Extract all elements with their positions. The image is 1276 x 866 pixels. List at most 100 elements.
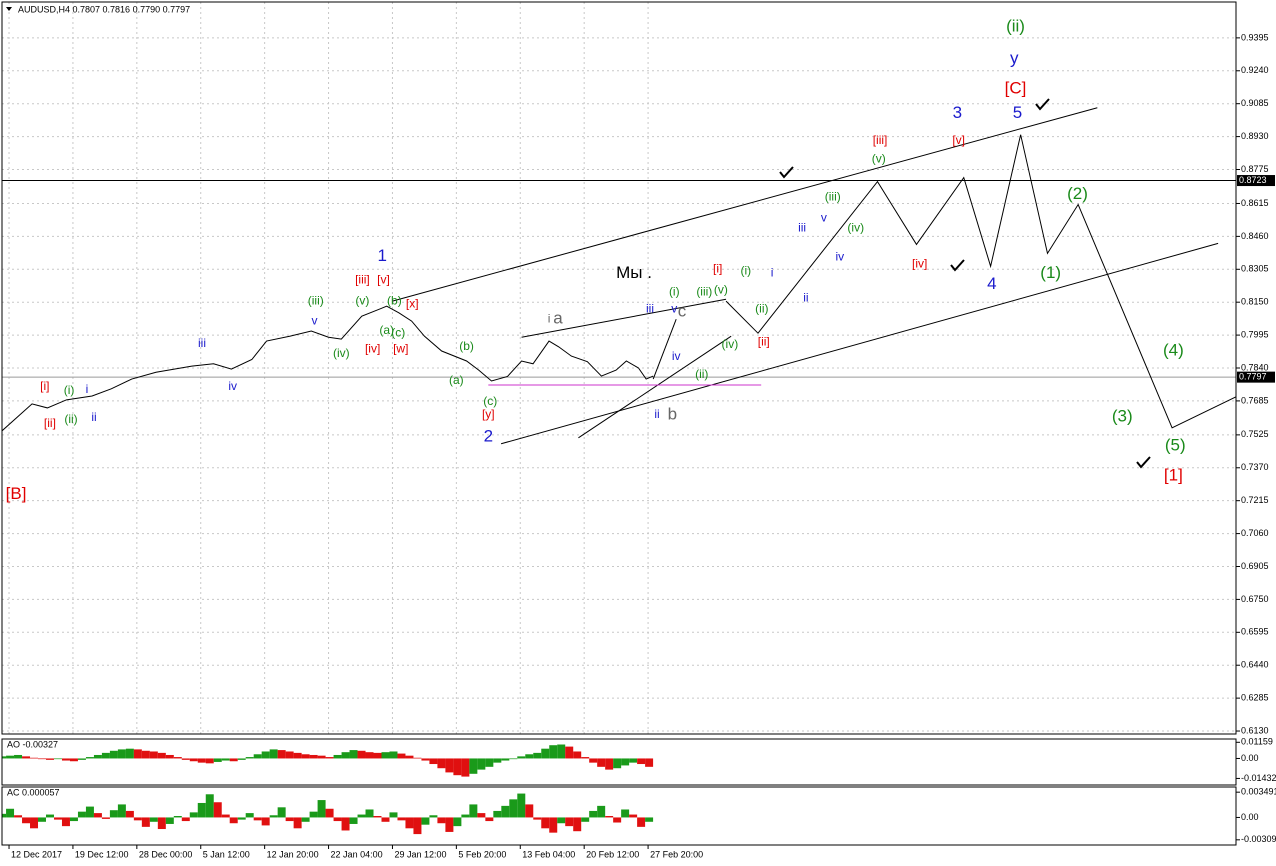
histogram-bar [549, 745, 558, 759]
x-tick-label: 5 Feb 20:00 [458, 849, 506, 859]
histogram-bar [205, 794, 214, 818]
wave-label: [v] [377, 272, 390, 286]
histogram-bar [309, 811, 318, 818]
histogram-bar [38, 817, 46, 822]
histogram-bar [517, 756, 526, 759]
line-series [652, 318, 677, 380]
histogram-bar [397, 753, 406, 759]
histogram-bar [2, 756, 7, 759]
histogram-bar [421, 817, 430, 825]
histogram-bar [517, 793, 526, 818]
histogram-bar [613, 758, 622, 769]
wave-label: (iii) [825, 190, 841, 204]
histogram-bar [101, 817, 110, 819]
histogram-bar [445, 758, 454, 773]
histogram-bar [525, 754, 534, 759]
wave-label: 1 [377, 246, 386, 265]
histogram-bar [237, 817, 246, 820]
wave-label: (c) [483, 394, 497, 408]
wave-label: (4) [1163, 341, 1184, 360]
y-tick-label: 0.7215 [1241, 495, 1269, 505]
wave-label: (iv) [847, 220, 864, 234]
histogram-bar [14, 815, 23, 818]
x-tick-label: 19 Dec 12:00 [75, 849, 129, 859]
histogram-bar [125, 810, 134, 818]
histogram-bar [437, 817, 446, 824]
y-tick-label: 0.8150 [1241, 297, 1269, 307]
wave-label: 4 [987, 274, 996, 293]
histogram-bar [30, 817, 39, 829]
histogram-bar [53, 758, 62, 760]
ac-frame [1, 786, 1237, 846]
wave-label: (a) [449, 373, 464, 387]
histogram-bar [117, 749, 126, 759]
histogram-bar [533, 817, 542, 820]
histogram-bar [629, 758, 638, 763]
wave-label: (i) [669, 284, 680, 298]
x-tick-label: 20 Feb 12:00 [586, 849, 639, 859]
wave-label: (ii) [1006, 16, 1025, 35]
histogram-bar [541, 817, 550, 829]
y-tick-label: 0.6285 [1241, 692, 1269, 702]
histogram-bar [165, 754, 174, 759]
histogram-bar [357, 814, 366, 818]
panel-title: AC 0.000057 [7, 787, 60, 797]
checkmark [779, 166, 794, 179]
wave-label: (v) [355, 293, 369, 307]
wave-label: (b) [387, 293, 402, 307]
histogram-bar [245, 757, 254, 759]
x-tick-label: 29 Jan 12:00 [394, 849, 446, 859]
histogram-bar [621, 758, 630, 766]
histogram-bar [141, 750, 150, 759]
chart-title: AUDUSD,H4 0.7807 0.7816 0.7790 0.7797 [18, 4, 190, 14]
wave-label: [iii] [873, 133, 888, 147]
histogram-bar [349, 750, 358, 759]
histogram-bar [413, 817, 422, 835]
line-series [578, 335, 732, 439]
histogram-bar [317, 755, 326, 759]
histogram-bar [229, 817, 238, 824]
y-tick-label: 0.9085 [1241, 98, 1269, 108]
histogram-bar [261, 817, 270, 826]
y-tick-label: -0.01432 [1241, 773, 1276, 783]
y-tick-label: 0.8930 [1241, 131, 1269, 141]
histogram-bar [61, 817, 70, 827]
histogram-bar [317, 800, 326, 818]
wave-label: [i] [40, 379, 49, 393]
histogram-bar [149, 817, 158, 822]
histogram-bar [277, 750, 286, 759]
histogram-bar [501, 805, 510, 818]
histogram-bar [22, 756, 31, 759]
menu-arrow [6, 7, 12, 11]
histogram-bar [445, 817, 454, 832]
wave-label: ii [654, 407, 659, 421]
y-tick-label: 0.00 [1241, 753, 1259, 763]
wave-label: (ii) [695, 367, 708, 381]
histogram-bar [405, 817, 414, 829]
wave-label: v [311, 313, 317, 327]
histogram-bar [189, 758, 198, 762]
histogram-bar [613, 817, 622, 823]
histogram-bar [333, 817, 342, 822]
histogram-bar [365, 809, 374, 818]
histogram-bar [493, 810, 502, 818]
histogram-bar [213, 802, 222, 818]
price-frame [1, 1, 1237, 735]
line-series [500, 242, 1219, 445]
price-label-box [1237, 371, 1275, 383]
histogram-bar [477, 758, 486, 770]
histogram-bar [133, 817, 142, 821]
y-tick-label: 0.7060 [1241, 528, 1269, 538]
histogram-bar [429, 815, 438, 818]
histogram-bar [557, 817, 566, 824]
histogram-bar [93, 813, 102, 818]
panel-title: AO -0.00327 [7, 739, 58, 749]
y-tick-label: 0.9395 [1241, 32, 1269, 42]
histogram-bar [533, 752, 542, 759]
histogram-bar [493, 758, 502, 763]
histogram-bar [117, 804, 126, 818]
wave-label: (ii) [64, 412, 77, 426]
histogram-bar [389, 751, 398, 759]
wave-label: [ii] [758, 334, 770, 348]
histogram-bar [597, 758, 606, 767]
